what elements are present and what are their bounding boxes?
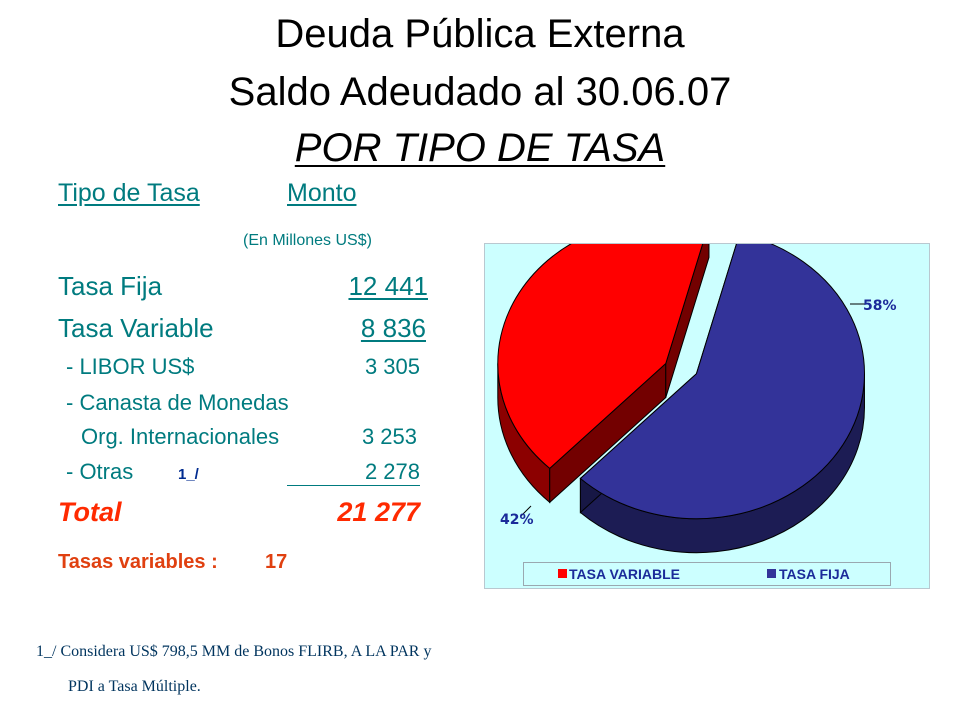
legend-item-fija: TASA FIJA bbox=[779, 566, 850, 582]
footnote-line-1: 1_/ Considera US$ 798,5 MM de Bonos FLIR… bbox=[36, 643, 432, 660]
org-internacionales-label: Org. Internacionales bbox=[81, 424, 280, 449]
tasa-fija-value: 12 441 bbox=[348, 271, 428, 301]
tasa-variable-label: Tasa Variable bbox=[58, 313, 214, 343]
otras-underline bbox=[287, 485, 420, 486]
libor-value: 3 305 bbox=[364, 354, 420, 379]
pie-chart bbox=[497, 244, 866, 554]
legend-item-variable: TASA VARIABLE bbox=[569, 566, 680, 582]
title-line-1: Deuda Pública Externa bbox=[275, 12, 685, 56]
total-label: Total bbox=[58, 497, 122, 527]
title-line-2: Saldo Adeudado al 30.06.07 bbox=[228, 70, 732, 114]
tasa-variable-value: 8 836 bbox=[360, 313, 426, 343]
footnote-line-2: PDI a Tasa Múltiple. bbox=[68, 678, 201, 695]
tasa-fija-label: Tasa Fija bbox=[58, 271, 163, 301]
unit-label: (En Millones US$) bbox=[243, 232, 372, 249]
total-value: 21 277 bbox=[337, 497, 420, 527]
otras-label: - Otras bbox=[66, 459, 134, 484]
pie-slice-tasa-fija bbox=[579, 244, 865, 520]
title-line-3: POR TIPO DE TASA bbox=[294, 126, 666, 170]
chart-legend: TASA VARIABLE TASA FIJA bbox=[523, 562, 891, 586]
libor-label: - LIBOR US$ bbox=[66, 354, 195, 379]
chart-area: 58% 42% bbox=[484, 243, 930, 589]
otras-value: 2 278 bbox=[364, 459, 420, 484]
pie-slice-tasa-variable bbox=[497, 244, 704, 470]
legend-swatch-variable bbox=[558, 569, 567, 578]
variable-count-value: 17 bbox=[265, 551, 288, 573]
header-tipo-de-tasa: Tipo de Tasa bbox=[58, 179, 200, 207]
canasta-label: - Canasta de Monedas bbox=[66, 390, 289, 415]
leader-line-1 bbox=[520, 505, 532, 517]
otras-footnote-marker: 1_/ bbox=[178, 466, 199, 483]
pct-label-variable: 42% bbox=[500, 512, 534, 528]
header-monto: Monto bbox=[287, 179, 357, 207]
pct-label-fija: 58% bbox=[863, 298, 897, 314]
variable-count-label: Tasas variables : bbox=[58, 551, 218, 573]
legend-swatch-fija bbox=[767, 569, 776, 578]
org-internacionales-value: 3 253 bbox=[361, 424, 417, 449]
